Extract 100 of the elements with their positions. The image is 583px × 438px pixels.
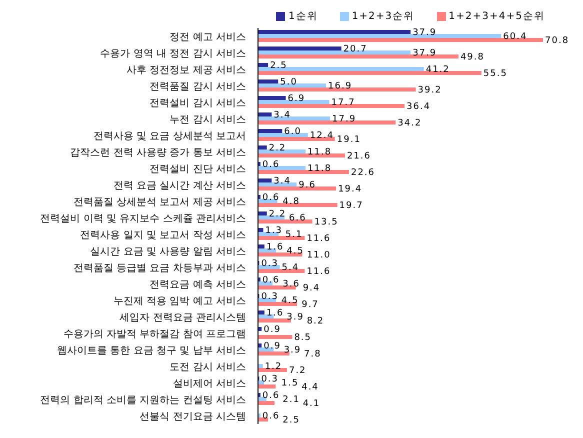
bar [258, 334, 292, 339]
data-label: 0.3 [261, 259, 279, 270]
data-label: 7.2 [288, 366, 306, 376]
bar [258, 178, 272, 182]
data-label: 19.4 [338, 184, 362, 195]
y-tick-label: 실시간 요금 및 사용량 알림 서비스 [90, 246, 246, 258]
y-tick-label: 전력의 합리적 소비를 지원하는 컨설팅 서비스 [40, 394, 246, 406]
y-tick-label: 설비제어 서비스 [172, 378, 246, 390]
data-label: 13.5 [314, 218, 338, 228]
bar [258, 145, 267, 150]
bar [258, 244, 264, 248]
bar [258, 30, 411, 34]
bar [258, 34, 502, 38]
y-tick-label: 전력품질 등급별 요금 차등부과 서비스 [73, 262, 246, 274]
bar [258, 186, 336, 190]
bar [258, 120, 396, 124]
data-label: 1.6 [266, 308, 284, 319]
data-label: 2.5 [270, 61, 288, 72]
data-label: 22.6 [350, 168, 376, 178]
y-tick-label: 전력설비 진단 서비스 [150, 164, 246, 175]
bar [258, 351, 290, 356]
data-label: 4.8 [282, 197, 300, 208]
data-label: 0.6 [262, 160, 280, 170]
bar [258, 83, 326, 88]
data-label: 3.9 [284, 346, 302, 356]
bar [258, 182, 297, 186]
bar [258, 202, 338, 207]
data-label: 39.2 [418, 86, 442, 96]
data-label: 34.2 [398, 118, 422, 129]
data-label: 2.5 [282, 416, 300, 426]
data-label: 2.1 [282, 395, 300, 406]
data-label: 49.8 [460, 52, 485, 63]
bar [258, 104, 405, 108]
y-tick-label: 갑작스런 전력 사용량 증가 통보 서비스 [70, 147, 246, 158]
data-label: 17.7 [331, 98, 356, 108]
bar [258, 285, 296, 290]
data-label: 0.6 [262, 276, 280, 286]
bar [258, 50, 411, 54]
data-label: 2.2 [268, 144, 286, 154]
data-label: 37.9 [412, 28, 437, 38]
data-label: 41.2 [426, 65, 450, 76]
data-label: 1.6 [266, 242, 284, 253]
data-label: 0.3 [261, 292, 279, 302]
bar [258, 66, 424, 71]
data-label: 36.4 [406, 102, 431, 112]
bar [258, 219, 312, 224]
data-label: 0.6 [262, 391, 280, 402]
y-tick-label: 전력 요금 실시간 계산 서비스 [113, 180, 246, 192]
data-label: 3.4 [274, 110, 292, 121]
bar [258, 128, 282, 133]
legend-label: 1+2+3순위 [352, 10, 415, 23]
data-label: 55.5 [483, 69, 508, 80]
data-label: 12.4 [310, 131, 334, 142]
bar [258, 364, 263, 368]
bar [258, 400, 275, 405]
bar [258, 70, 482, 75]
y-tick-label: 전력사용 일지 및 보고서 작성 서비스 [80, 230, 246, 241]
bar [258, 112, 272, 116]
data-label: 70.8 [545, 36, 570, 46]
data-label: 37.9 [412, 48, 437, 59]
data-label: 0.9 [264, 342, 281, 352]
y-tick-label: 누진제 적용 임박 예고 서비스 [113, 296, 246, 307]
data-label: 19.7 [339, 201, 364, 212]
data-label: 20.7 [343, 44, 368, 55]
data-label: 2.2 [268, 210, 286, 220]
y-tick-label: 웹사이트를 통한 요금 청구 및 납부 서비스 [56, 345, 246, 356]
y-tick-label: 전력설비 감시 서비스 [150, 98, 246, 109]
data-label: 1.2 [264, 362, 282, 372]
y-tick-label: 선불식 전기요금 시스템 [140, 411, 246, 422]
y-tick-label: 정전 예고 서비스 [170, 32, 246, 43]
y-tick-label: 세입자 전력요금 관리시스템 [120, 312, 246, 324]
bar [258, 252, 302, 256]
data-label: 9.7 [302, 300, 319, 310]
y-tick-label: 전력품질 상세분석 보고서 제공 서비스 [73, 196, 246, 208]
data-label: 1.3 [265, 226, 283, 236]
y-tick-label: 전력설비 이력 및 유지보수 스케쥴 관리서비스 [40, 213, 246, 224]
data-label: 7.8 [304, 350, 322, 360]
bar [258, 54, 458, 58]
y-tick-label: 사후 정전정보 제공 서비스 [126, 64, 246, 76]
bar [258, 302, 298, 306]
bar [258, 310, 264, 314]
bar [258, 62, 268, 67]
bar [258, 166, 306, 170]
data-label: 4.4 [302, 382, 319, 393]
data-label: 6.0 [284, 127, 302, 138]
y-tick-label: 전력요금 예측 서비스 [150, 279, 246, 290]
data-label: 3.4 [274, 176, 292, 187]
data-label: 11.6 [306, 234, 331, 244]
y-tick-label: 전력품질 감시 서비스 [150, 81, 246, 92]
data-label: 0.6 [262, 412, 280, 422]
legend-label: 1순위 [288, 10, 318, 23]
data-label: 8.2 [306, 316, 324, 327]
y-tick-label: 도전 감시 서비스 [170, 362, 246, 373]
bar [258, 38, 543, 42]
data-label: 11.6 [306, 267, 331, 278]
bar [258, 170, 349, 174]
data-label: 19.1 [336, 135, 361, 146]
bar [258, 96, 286, 100]
data-label: 0.6 [262, 193, 280, 204]
data-label: 6.9 [288, 94, 306, 104]
